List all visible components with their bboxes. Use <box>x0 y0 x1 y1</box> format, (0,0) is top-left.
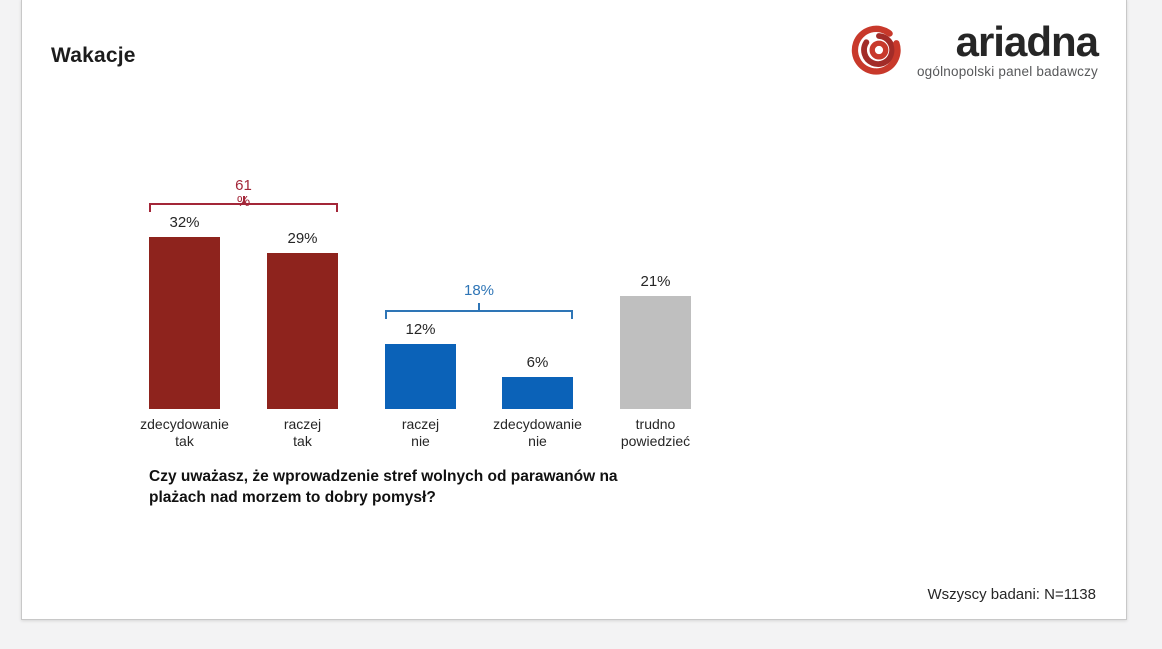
category-label-raczej-tak: raczej tak <box>283 416 322 449</box>
bar-trudno-powiedzie- <box>620 296 691 409</box>
ariadna-logo: ariadna ogólnopolski panel badawczy <box>847 17 1099 82</box>
bracket-18 <box>385 303 573 319</box>
logo-text: ariadna ogólnopolski panel badawczy <box>916 17 1099 80</box>
ariadna-spiral-icon <box>851 25 901 75</box>
value-label-raczej-nie: 12% <box>405 321 436 338</box>
bracket-label-61: 61 % <box>235 177 252 210</box>
bar-chart: 32% zdecydowanie tak 29% raczej tak 12% racze… <box>140 0 799 460</box>
value-label-zdecydowanie-tak: 32% <box>169 214 200 231</box>
sample-size-note: Wszyscy badani: N=1138 <box>927 586 1096 603</box>
logo-tagline: ogólnopolski panel badawczy <box>916 64 1098 80</box>
category-label-zdecydowanie-tak: zdecydowanie tak <box>140 416 229 449</box>
category-label-raczej-nie: raczej nie <box>401 416 440 449</box>
bracket-label-18: 18% <box>463 282 495 299</box>
bracket-61 <box>149 196 338 212</box>
value-label-zdecydowanie-nie: 6% <box>526 354 549 371</box>
bar-raczej-nie <box>385 344 456 409</box>
page-title: Wakacje <box>51 44 136 67</box>
bar-zdecydowanie-nie <box>502 377 573 409</box>
bar-zdecydowanie-tak <box>149 237 220 409</box>
category-label-trudno-powiedzie-: trudno powiedzieć <box>620 416 691 449</box>
slide-card: Wakacje ariadna ogólnopolski panel badaw… <box>21 0 1127 620</box>
value-label-raczej-tak: 29% <box>287 230 318 247</box>
bar-raczej-tak <box>267 253 338 409</box>
survey-question: Czy uważasz, że wprowadzenie stref wolny… <box>149 468 618 506</box>
value-label-trudno-powiedzie-: 21% <box>640 273 671 290</box>
logo-name: ariadna <box>955 17 1099 65</box>
category-label-zdecydowanie-nie: zdecydowanie nie <box>493 416 582 449</box>
